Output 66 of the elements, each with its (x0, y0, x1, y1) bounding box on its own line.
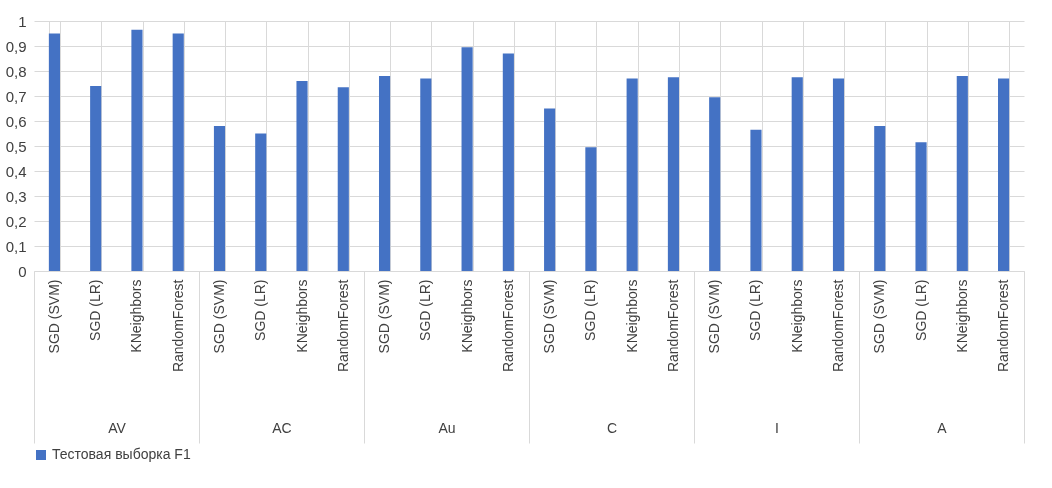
x-tick-label: SGD (SVM) (376, 279, 393, 354)
text: AC (272, 419, 292, 436)
x-tick-label: KNeighbors (623, 279, 640, 353)
y-tick-label: 0,6 (5, 112, 27, 130)
x-tick-label: RandomForest (169, 279, 186, 373)
x-tick-label: SGD (LR) (747, 279, 764, 341)
bar (131, 29, 143, 271)
bar (502, 53, 514, 271)
bar (832, 78, 845, 271)
y-tick-label: 0,8 (5, 62, 27, 80)
x-tick-label: RandomForest (499, 279, 516, 373)
text: AV (108, 419, 127, 436)
bar (750, 129, 762, 271)
bar (956, 76, 968, 271)
x-tick-label: SGD (SVM) (541, 279, 558, 354)
bar (461, 47, 473, 271)
bar (378, 76, 391, 271)
x-tick-label: RandomForest (334, 279, 351, 373)
x-tick-label: SGD (SVM) (706, 279, 723, 354)
x-tick-label: KNeighbors (293, 279, 310, 353)
y-tick-label: 1 (18, 12, 27, 30)
bar (874, 126, 886, 271)
bar (791, 77, 803, 271)
y-tick-label: 0,4 (5, 162, 27, 180)
bar (709, 97, 721, 271)
x-tick-label: SGD (LR) (252, 279, 269, 341)
y-tick-label: 0 (18, 262, 27, 280)
bar (626, 78, 638, 271)
bar (915, 142, 927, 271)
text: A (937, 419, 948, 436)
y-tick-label: 0,1 (5, 237, 27, 255)
bar (213, 126, 226, 271)
bar (48, 33, 60, 271)
y-tick-label: 0,7 (5, 87, 27, 105)
bar (544, 108, 556, 271)
bar (255, 133, 267, 271)
bar (998, 78, 1010, 271)
legend-label: Тестовая выборка F1 (52, 446, 191, 462)
x-tick-label: KNeighbors (458, 279, 475, 353)
bar (337, 87, 349, 271)
x-tick-label: SGD (LR) (417, 279, 434, 341)
x-tick-label: SGD (LR) (912, 279, 929, 341)
x-tick-label: RandomForest (995, 279, 1012, 373)
bar (296, 81, 308, 271)
bar (585, 147, 597, 271)
y-tick-label: 0,3 (5, 187, 27, 205)
y-tick-label: 0,9 (5, 37, 27, 55)
x-tick-label: KNeighbors (128, 279, 145, 353)
text: C (606, 419, 618, 436)
bar (90, 86, 102, 271)
x-tick-label: SGD (SVM) (871, 279, 888, 354)
bar (667, 77, 680, 271)
x-tick-label: KNeighbors (953, 279, 970, 353)
x-tick-label: SGD (SVM) (211, 279, 227, 354)
text: I (775, 419, 779, 436)
text: Au (438, 419, 456, 436)
x-tick-label: KNeighbors (788, 279, 805, 353)
x-tick-label: SGD (SVM) (45, 279, 62, 354)
y-tick-label: 0,2 (5, 212, 27, 230)
x-tick-label: RandomForest (830, 279, 846, 373)
x-tick-label: RandomForest (664, 279, 681, 373)
bar (172, 33, 184, 271)
y-tick-label: 0,5 (5, 137, 27, 155)
x-tick-label: SGD (LR) (87, 279, 104, 341)
x-tick-label: SGD (LR) (582, 279, 599, 341)
bar (420, 78, 432, 271)
